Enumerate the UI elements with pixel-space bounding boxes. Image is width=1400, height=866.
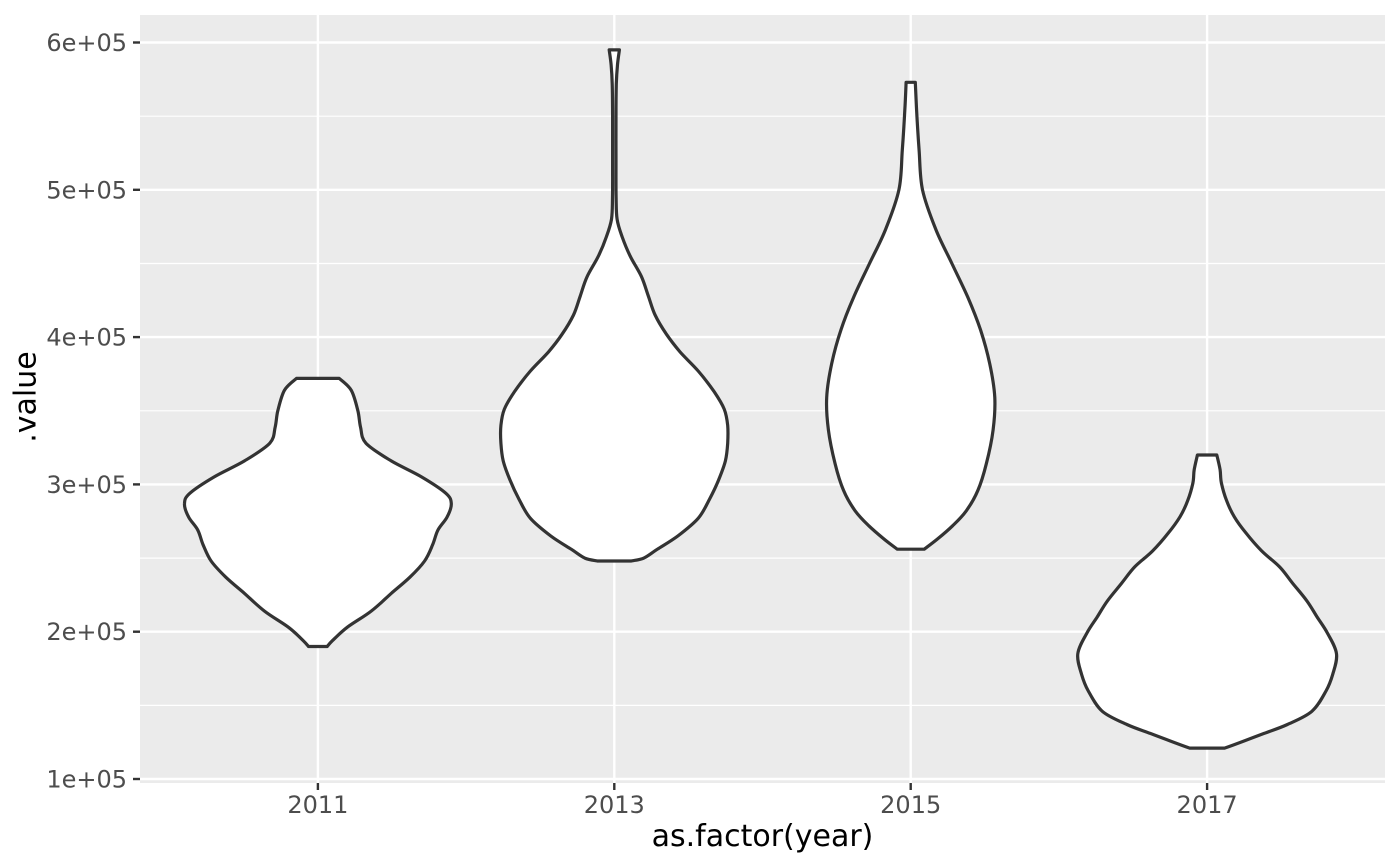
x-tick-label: 2011 — [287, 791, 348, 819]
y-axis-title: .value — [8, 351, 44, 443]
x-axis-title: as.factor(year) — [651, 819, 874, 854]
y-tick-label: 3e+05 — [46, 471, 127, 499]
y-tick-label: 2e+05 — [46, 618, 127, 646]
x-tick-label: 2017 — [1177, 791, 1238, 819]
y-tick-label: 6e+05 — [46, 29, 127, 57]
y-tick-label: 4e+05 — [46, 324, 127, 352]
x-tick-label: 2013 — [584, 791, 645, 819]
y-tick-label: 1e+05 — [46, 766, 127, 794]
violin-2017 — [1076, 453, 1339, 750]
y-tick-label: 5e+05 — [46, 176, 127, 204]
x-tick-label: 2015 — [880, 791, 941, 819]
violin-2015 — [824, 80, 997, 551]
violin-2011 — [182, 376, 453, 649]
violin-2013 — [498, 48, 730, 563]
